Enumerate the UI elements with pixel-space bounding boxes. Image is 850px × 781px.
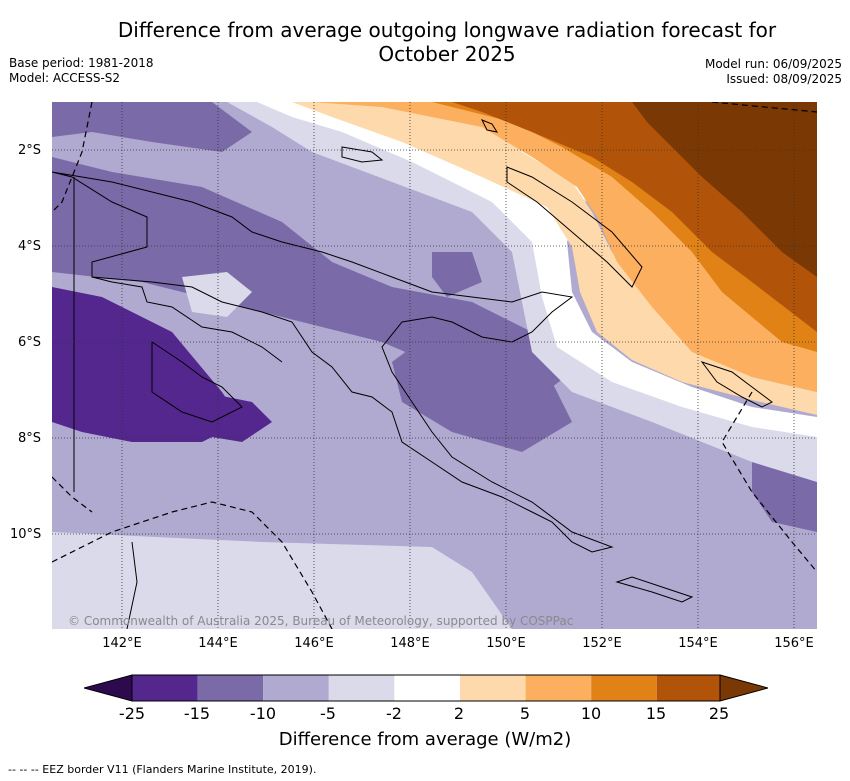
lon-label-144e: 144°E <box>198 636 238 651</box>
lat-label-4s: 4°S <box>18 239 42 254</box>
colorbar-tick: -10 <box>249 704 277 723</box>
anomaly-fields <box>52 102 817 629</box>
colorbar-frame <box>131 674 721 702</box>
coastlines <box>52 119 773 629</box>
lon-label-152e: 152°E <box>582 636 622 651</box>
colorbar-bin-3 <box>263 675 329 701</box>
colorbar-tick: 25 <box>708 704 730 723</box>
meta-right: Model run: 06/09/2025 Issued: 08/09/2025 <box>705 57 842 87</box>
eez-legend-footer: -- -- -- EEZ border V11 (Flanders Marine… <box>8 763 317 776</box>
colorbar-bin-7 <box>525 675 592 701</box>
lon-label-148e: 148°E <box>390 636 430 651</box>
map-panel <box>52 102 817 629</box>
map-title-line2: October 2025 <box>378 42 516 66</box>
colorbar-tick: -2 <box>386 704 402 723</box>
base-period: Base period: 1981-2018 <box>9 56 154 70</box>
lon-label-156e: 156°E <box>774 636 814 651</box>
colorbar-tick: 5 <box>519 704 531 723</box>
borders <box>73 177 283 492</box>
model-run: Model run: 06/09/2025 <box>704 57 842 71</box>
lat-label-6s: 6°S <box>18 335 42 350</box>
colorbar-bin-2 <box>197 675 264 701</box>
colorbar-tick: 2 <box>453 704 465 723</box>
model-name: Model: ACCESS-S2 <box>9 71 121 85</box>
colorbar-bin-5 <box>394 675 460 701</box>
lon-label-146e: 146°E <box>294 636 334 651</box>
colorbar-tick: 15 <box>645 704 667 723</box>
issued-date: Issued: 08/09/2025 <box>726 72 842 86</box>
colorbar-title: Difference from average (W/m2) <box>278 729 572 750</box>
colorbar-extend-high <box>719 674 768 702</box>
map-title: Difference from average outgoing longwav… <box>60 18 834 66</box>
colorbar-bin-4 <box>328 675 395 701</box>
colorbar-bin-1 <box>132 675 198 701</box>
colorbar-tick: -5 <box>320 704 336 723</box>
colorbar-tick: 10 <box>580 704 602 723</box>
lat-label-2s: 2°S <box>18 143 42 158</box>
gridlines <box>52 102 817 629</box>
lon-label-150e: 150°E <box>486 636 526 651</box>
colorbar-bin-6 <box>460 675 526 701</box>
lon-label-142e: 142°E <box>102 636 142 651</box>
colorbar-tick: -15 <box>183 704 211 723</box>
eez-borders <box>52 102 817 629</box>
colorbar <box>84 674 768 702</box>
lat-label-8s: 8°S <box>18 431 42 446</box>
colorbar-tick: -25 <box>118 704 146 723</box>
lon-label-154e: 154°E <box>678 636 718 651</box>
colorbar-bin-9 <box>656 675 720 701</box>
colorbar-bin-8 <box>591 675 657 701</box>
copyright-text: © Commonwealth of Australia 2025, Bureau… <box>68 614 574 628</box>
map-title-line1: Difference from average outgoing longwav… <box>117 18 777 42</box>
meta-left: Base period: 1981-2018 Model: ACCESS-S2 <box>9 56 154 86</box>
colorbar-extend-low <box>84 674 133 702</box>
lat-label-10s: 10°S <box>10 527 42 542</box>
